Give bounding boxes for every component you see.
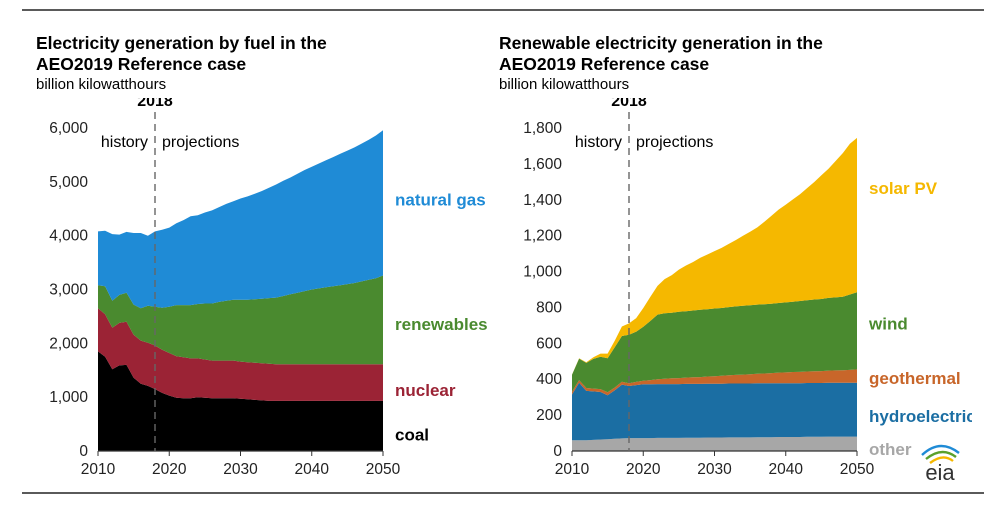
top-rule	[22, 9, 984, 11]
area-solar-PV	[572, 137, 857, 375]
x-tick-label: 2050	[366, 461, 401, 478]
x-tick-label: 2010	[555, 461, 590, 478]
series-label-natural-gas: natural gas	[395, 191, 486, 210]
area-wind	[572, 292, 857, 393]
series-label-geothermal: geothermal	[869, 369, 961, 388]
x-tick-label: 2020	[626, 461, 661, 478]
divider-year-label: 2018	[611, 98, 647, 110]
x-tick-label: 2020	[152, 461, 187, 478]
y-tick-label: 2,000	[49, 335, 88, 352]
eia-logo-text: eia	[925, 460, 955, 484]
x-tick-label: 2010	[81, 461, 116, 478]
y-tick-label: 200	[536, 407, 562, 424]
y-tick-label: 3,000	[49, 282, 88, 299]
y-tick-label: 600	[536, 335, 562, 352]
chart1-title: Electricity generation by fuel in the AE…	[36, 33, 327, 75]
x-tick-label: 2030	[697, 461, 732, 478]
x-tick-label: 2040	[769, 461, 804, 478]
x-tick-label: 2030	[223, 461, 258, 478]
y-tick-label: 6,000	[49, 120, 88, 137]
renewable-generation-chart: 0 200 400 600 800 1,000 1,200 1,400 1,600 1,800 20…	[523, 98, 972, 478]
chart1-title-line2: AEO2019 Reference case	[36, 54, 247, 74]
x-tick-label: 2050	[840, 461, 875, 478]
x-tick-label: 2040	[295, 461, 330, 478]
fuel-generation-chart: 0 1,000 2,000 3,000 4,000 5,000 6,000 2010 2020 2…	[49, 98, 488, 478]
bottom-rule	[22, 492, 984, 494]
history-label: history	[575, 134, 622, 151]
projections-label: projections	[162, 134, 239, 151]
y-tick-label: 1,000	[523, 264, 562, 281]
y-tick-label: 1,200	[523, 228, 562, 245]
divider-year-label: 2018	[137, 98, 173, 110]
eia-logo-arc-blue	[921, 444, 960, 456]
series-label-renewables: renewables	[395, 315, 488, 334]
y-tick-label: 800	[536, 299, 562, 316]
y-tick-label: 5,000	[49, 174, 88, 191]
chart2-title-line1: Renewable electricity generation in the	[499, 33, 823, 53]
chart2-title: Renewable electricity generation in the …	[499, 33, 823, 75]
area-other	[572, 436, 857, 451]
chart2-units: billion kilowatthours	[499, 76, 630, 93]
area-nuclear	[98, 308, 383, 401]
area-renewables	[98, 275, 383, 365]
y-tick-label: 400	[536, 371, 562, 388]
series-label-coal: coal	[395, 426, 429, 445]
y-tick-label: 1,000	[49, 389, 88, 406]
series-label-nuclear: nuclear	[395, 381, 456, 400]
series-label-solar-PV: solar PV	[869, 179, 938, 198]
area-hydroelectric	[572, 382, 857, 441]
area-natural-gas	[98, 130, 383, 309]
history-label: history	[101, 134, 148, 151]
projections-label: projections	[636, 134, 713, 151]
area-coal	[98, 351, 383, 451]
series-label-hydroelectric: hydroelectric	[869, 407, 972, 426]
eia-logo-arc-green	[925, 450, 957, 460]
eia-logo: eia	[921, 444, 960, 484]
y-tick-label: 4,000	[49, 228, 88, 245]
y-tick-label: 1,400	[523, 192, 562, 209]
series-label-other: other	[869, 440, 912, 459]
chart2-title-line2: AEO2019 Reference case	[499, 54, 710, 74]
eia-logo-arc-yellow	[929, 456, 954, 464]
series-label-wind: wind	[868, 315, 908, 334]
y-tick-label: 0	[79, 443, 88, 460]
chart1-units: billion kilowatthours	[36, 76, 167, 93]
y-tick-label: 0	[553, 443, 562, 460]
chart1-title-line1: Electricity generation by fuel in the	[36, 33, 327, 53]
y-tick-label: 1,800	[523, 120, 562, 137]
area-geothermal	[572, 369, 857, 396]
y-tick-label: 1,600	[523, 156, 562, 173]
